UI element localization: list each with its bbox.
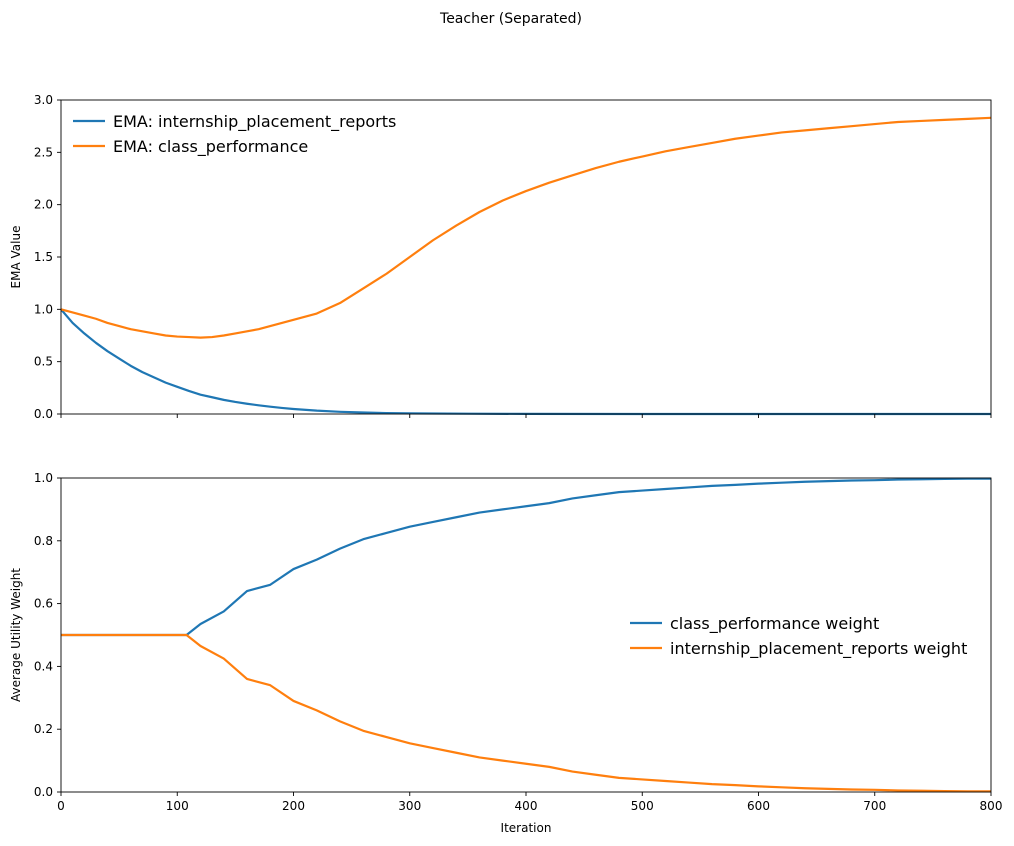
top-ytick-label: 0.0 — [34, 407, 53, 421]
bottom-y-axis-label: Average Utility Weight — [9, 568, 23, 702]
bottom-xtick-label: 0 — [57, 799, 65, 813]
bottom-xtick-label: 400 — [515, 799, 538, 813]
bottom-xtick-label: 100 — [166, 799, 189, 813]
top-legend-label-1: EMA: class_performance — [113, 137, 308, 157]
bottom-ytick-label: 0.0 — [34, 785, 53, 799]
top-ytick-label: 0.5 — [34, 355, 53, 369]
top-ytick-label: 1.0 — [34, 302, 53, 316]
bottom-series-line-1 — [61, 633, 991, 793]
figure-title: Teacher (Separated) — [439, 11, 582, 27]
bottom-xtick-label: 600 — [747, 799, 770, 813]
panel-bottom-weights: 0 100 200 300 400 500 600 700 800 0.0 0.2 0.4 0.6 0.8… — [9, 471, 1002, 835]
top-series-line-1 — [61, 116, 991, 339]
bottom-series-line-0 — [61, 477, 991, 637]
bottom-ytick-label: 0.4 — [34, 659, 53, 673]
bottom-series-group — [61, 477, 991, 793]
top-ytick-label: 1.5 — [34, 250, 53, 264]
bottom-ytick-label: 0.8 — [34, 534, 53, 548]
top-legend-label-0: EMA: internship_placement_reports — [113, 112, 396, 132]
bottom-legend: class_performance weight internship_place… — [630, 614, 967, 659]
top-ytick-label: 2.5 — [34, 145, 53, 159]
top-legend: EMA: internship_placement_reports EMA: cl… — [73, 112, 396, 157]
bottom-ytick-label: 0.6 — [34, 597, 53, 611]
top-y-axis-label: EMA Value — [9, 226, 23, 289]
bottom-legend-label-1: internship_placement_reports weight — [670, 639, 967, 659]
bottom-xtick-label: 300 — [398, 799, 421, 813]
panel-top-ema: 0.0 0.5 1.0 1.5 2.0 2.5 3.0 EMA Value EMA: inter… — [9, 93, 992, 421]
bottom-xtick-label: 800 — [980, 799, 1003, 813]
top-ytick-label: 3.0 — [34, 93, 53, 107]
bottom-x-axis-label: Iteration — [501, 821, 552, 835]
bottom-legend-label-0: class_performance weight — [670, 614, 879, 634]
bottom-ytick-label: 0.2 — [34, 722, 53, 736]
bottom-xtick-label: 700 — [863, 799, 886, 813]
bottom-xtick-label: 500 — [631, 799, 654, 813]
top-ytick-label: 2.0 — [34, 198, 53, 212]
bottom-xtick-label: 200 — [282, 799, 305, 813]
bottom-ytick-label: 1.0 — [34, 471, 53, 485]
